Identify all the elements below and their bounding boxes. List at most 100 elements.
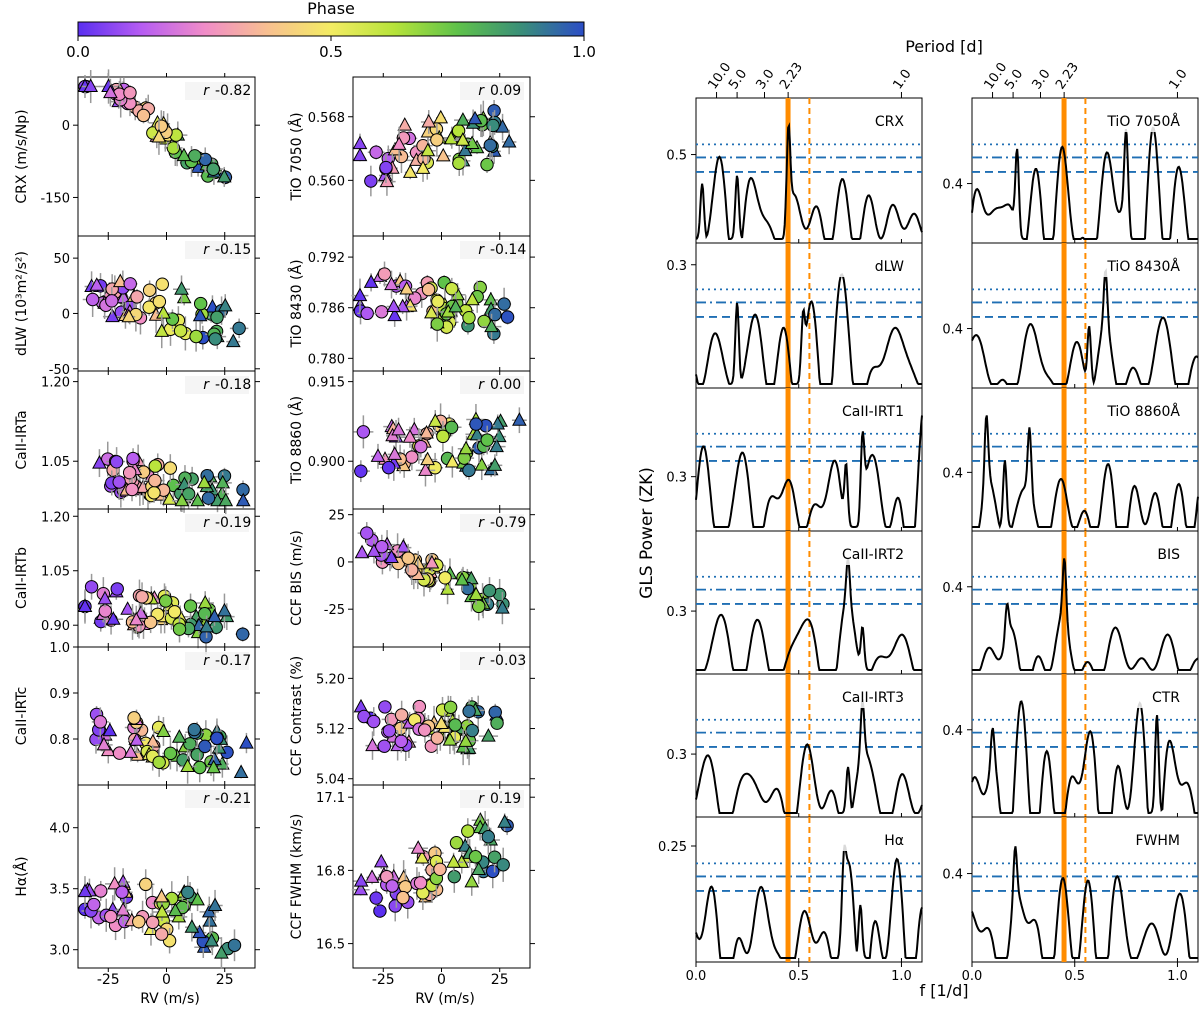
r-value: -0.19 bbox=[215, 515, 251, 531]
panel-label-bg bbox=[1092, 829, 1184, 851]
y-tick-label: -25 bbox=[324, 603, 345, 618]
x-tick-label: 25 bbox=[491, 972, 509, 988]
data-point bbox=[158, 594, 173, 608]
y-tick-label: 0.4 bbox=[942, 868, 963, 883]
data-point-triangle bbox=[225, 333, 241, 348]
y-axis-label: CaII-IRTa bbox=[14, 410, 30, 469]
data-point-triangle bbox=[207, 897, 223, 911]
data-point-triangle bbox=[235, 492, 251, 507]
x-tick-label: 0.0 bbox=[962, 969, 983, 984]
panel-label: TiO 8860Å bbox=[1106, 403, 1180, 420]
data-point bbox=[136, 108, 151, 123]
data-point-triangle bbox=[481, 728, 496, 742]
r-symbol: r bbox=[203, 242, 210, 258]
data-point bbox=[490, 716, 504, 730]
data-point-triangle bbox=[419, 424, 434, 439]
r-symbol: r bbox=[478, 377, 485, 393]
data-point-triangle bbox=[457, 142, 473, 157]
data-point bbox=[125, 482, 139, 497]
scatter-panel: 25 0 -25 CCF BIS (m/s) r -0.79 bbox=[289, 505, 535, 651]
y-tick-label: 0.560 bbox=[308, 174, 345, 189]
y-tick-label: 16.8 bbox=[316, 864, 345, 879]
r-label-bg bbox=[185, 790, 249, 808]
data-point-triangle bbox=[387, 446, 403, 460]
data-point-triangle bbox=[445, 453, 460, 468]
data-point-triangle bbox=[217, 602, 232, 617]
data-point bbox=[487, 850, 502, 864]
data-point bbox=[482, 584, 497, 598]
data-point bbox=[385, 879, 399, 893]
data-point bbox=[377, 739, 391, 753]
data-point-triangle bbox=[216, 168, 232, 183]
data-point-triangle bbox=[180, 758, 195, 773]
data-point bbox=[166, 141, 181, 155]
panel-label: CRX bbox=[875, 114, 905, 130]
x-tick-label: 0.5 bbox=[788, 969, 809, 984]
data-point bbox=[181, 885, 195, 899]
data-point-triangle bbox=[455, 112, 471, 126]
data-point-triangle bbox=[151, 128, 167, 143]
data-point bbox=[193, 296, 208, 311]
data-point-triangle bbox=[217, 297, 233, 312]
periodogram-panel: TiO 8860Å 0.4 bbox=[942, 387, 1199, 532]
data-point bbox=[488, 705, 502, 719]
colorbar-gradient bbox=[77, 21, 585, 37]
data-point-triangle bbox=[365, 737, 380, 752]
periodogram-curve bbox=[695, 699, 923, 814]
data-point bbox=[438, 571, 452, 585]
y-tick-label: 5.12 bbox=[316, 723, 345, 738]
data-point bbox=[84, 580, 99, 594]
data-point-triangle bbox=[154, 323, 170, 337]
data-point-triangle bbox=[89, 277, 105, 291]
r-label-bg bbox=[460, 514, 524, 532]
colorbar: Phase 0.0 0.5 1.0 bbox=[66, 0, 596, 61]
y-axis-label: CaII-IRTc bbox=[14, 687, 30, 745]
data-point bbox=[188, 149, 202, 163]
data-point bbox=[486, 118, 500, 133]
y-tick-label: 0.8 bbox=[49, 733, 70, 748]
data-point-triangle bbox=[204, 933, 219, 947]
data-point bbox=[109, 455, 124, 469]
panel-label: CaII-IRT3 bbox=[842, 690, 904, 706]
y-tick-label: 0.4 bbox=[942, 178, 963, 193]
data-point-triangle bbox=[484, 318, 499, 333]
panel-label-bg bbox=[816, 686, 908, 708]
x-tick-label: 1.0 bbox=[891, 969, 912, 984]
y-tick-label: 0.3 bbox=[666, 605, 687, 620]
data-point bbox=[360, 526, 374, 540]
periodogram-panel: TiO 7050Å 0.4 bbox=[942, 97, 1199, 244]
data-point-triangle bbox=[469, 426, 485, 441]
data-point bbox=[483, 138, 498, 152]
data-point-triangle bbox=[495, 600, 510, 614]
data-point bbox=[431, 294, 445, 309]
y-tick-label: 0.4 bbox=[942, 323, 963, 338]
r-value: -0.14 bbox=[490, 242, 526, 258]
r-value: -0.03 bbox=[490, 653, 526, 669]
data-point bbox=[444, 420, 459, 435]
data-point bbox=[354, 464, 368, 478]
data-point bbox=[452, 156, 466, 170]
data-point-triangle bbox=[455, 132, 471, 146]
data-point bbox=[163, 461, 178, 475]
data-point bbox=[227, 938, 242, 952]
data-point bbox=[187, 722, 202, 737]
data-point-triangle bbox=[174, 492, 190, 507]
data-point-triangle bbox=[77, 883, 93, 898]
data-point bbox=[112, 475, 126, 489]
data-point bbox=[461, 824, 475, 838]
scatter-panel: 5.20 5.12 5.04 CCF Contrast (%) r -0.03 bbox=[289, 643, 535, 789]
periodogram-panel: CaII-IRT3 0.3 bbox=[666, 673, 923, 818]
data-point bbox=[154, 927, 169, 941]
data-point bbox=[208, 332, 222, 346]
data-point bbox=[85, 292, 100, 307]
y-tick-label: -150 bbox=[40, 191, 70, 206]
data-point bbox=[480, 433, 494, 447]
period-tick-label: 3.0 bbox=[1029, 67, 1053, 93]
data-point bbox=[135, 590, 149, 604]
panel-label-bg bbox=[816, 400, 908, 422]
r-label-bg bbox=[185, 82, 249, 100]
data-point-triangle bbox=[446, 854, 461, 868]
